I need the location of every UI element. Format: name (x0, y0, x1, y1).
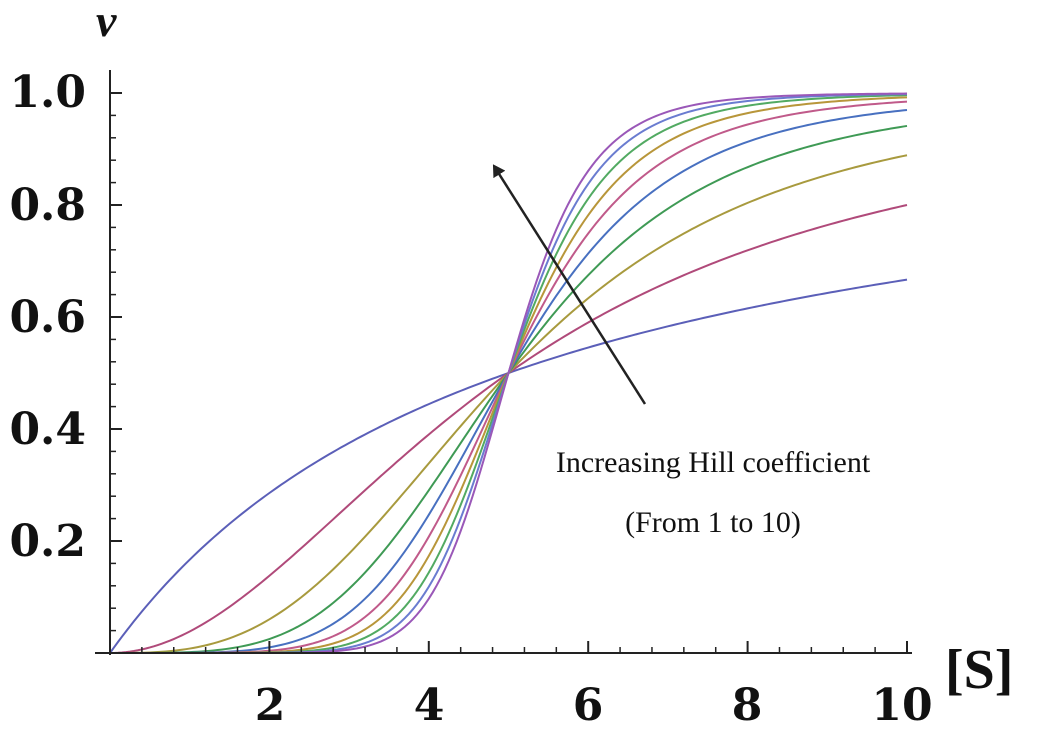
series-line-n6 (110, 100, 908, 654)
y-tick-marks (110, 92, 122, 632)
x-tick-labels: 2 4 6 8 10 (255, 680, 933, 731)
axes (95, 70, 912, 655)
x-tick-label: 2 (255, 680, 286, 731)
series-line-n5 (110, 108, 908, 654)
x-tick-marks (141, 641, 908, 653)
annotation: Increasing Hill coefficient (From 1 to 1… (556, 446, 871, 539)
x-tick-label: 4 (414, 680, 445, 731)
series-line-n2 (109, 204, 908, 654)
y-tick-label: 0.2 (9, 516, 86, 567)
y-tick-label: 0.6 (9, 292, 86, 343)
y-axis-label: v (96, 0, 117, 46)
x-tick-label: 10 (871, 680, 932, 731)
series-curves (109, 92, 908, 654)
x-tick-label: 8 (732, 680, 763, 731)
annotation-line-2: (From 1 to 10) (625, 506, 801, 539)
increasing-arrow (492, 164, 647, 405)
series-line-n4 (110, 124, 908, 654)
y-tick-label: 0.4 (9, 404, 86, 455)
x-axis-label: [S] (945, 639, 1013, 701)
y-tick-label: 1.0 (9, 67, 86, 118)
series-line-n10 (110, 92, 908, 654)
x-tick-label: 6 (573, 680, 604, 731)
annotation-line-1: Increasing Hill coefficient (556, 446, 871, 479)
y-tick-labels: 0.2 0.4 0.6 0.8 1.0 (9, 67, 86, 567)
y-tick-label: 0.8 (9, 180, 86, 231)
series-line-n3 (110, 154, 908, 654)
